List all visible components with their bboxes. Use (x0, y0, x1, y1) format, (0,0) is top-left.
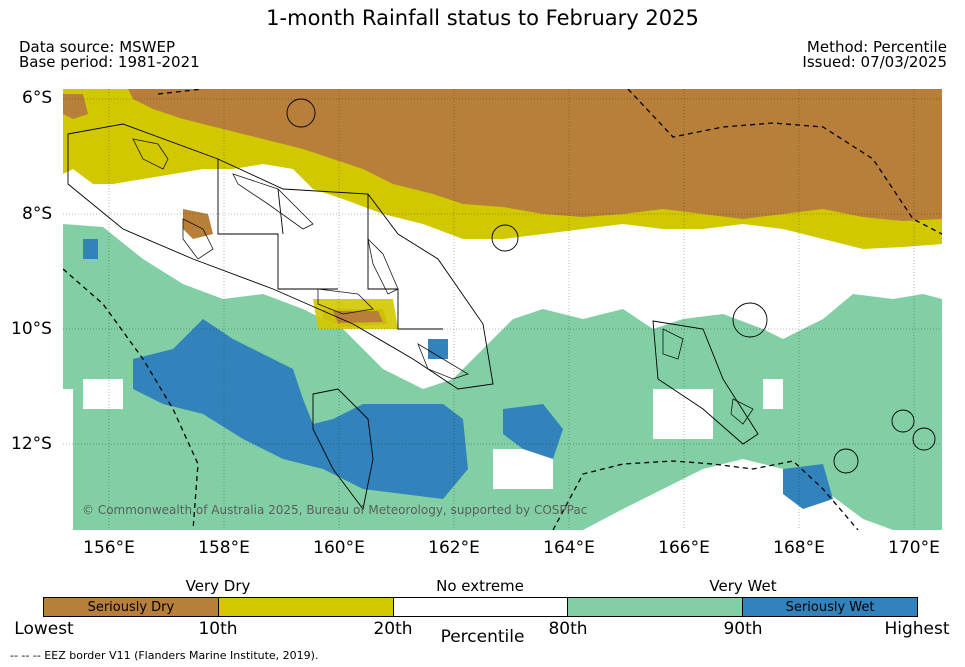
eez-note: -- -- -- EEZ border V11 (Flanders Marine… (10, 649, 319, 662)
legend-very-dry: Very Dry (185, 577, 251, 595)
credit-text: © Commonwealth of Australia 2025, Bureau… (82, 503, 588, 517)
tick-lowest: Lowest (14, 619, 74, 639)
region-boundaries (67, 98, 936, 511)
lon-label-156e: 156°E (83, 538, 135, 558)
issued-date: Issued: 07/03/2025 (802, 53, 947, 71)
lat-label-12s: 12°S (11, 434, 52, 454)
seriously-dry-region (128, 89, 942, 221)
eez-borders (63, 89, 942, 530)
lat-label-6s: 6°S (22, 88, 53, 108)
coastlines (132, 138, 754, 425)
lat-label-8s: 8°S (22, 204, 53, 224)
legend-seg-no-extreme (393, 598, 569, 616)
lon-label-168e: 168°E (773, 538, 825, 558)
lon-label-170e: 170°E (888, 538, 940, 558)
tick-90th: 90th (723, 619, 763, 639)
lon-label-166e: 166°E (658, 538, 710, 558)
graticule (63, 89, 942, 530)
tick-10th: 10th (198, 619, 238, 639)
method: Method: Percentile (806, 38, 947, 56)
legend-very-wet: Very Wet (709, 577, 777, 595)
tick-highest: Highest (884, 619, 950, 639)
lat-label-10s: 10°S (11, 319, 52, 339)
meta-right: Method: Percentile Issued: 07/03/2025 (802, 40, 947, 70)
legend-colorbar: Seriously Dry Seriously Wet (43, 597, 918, 617)
legend-seg-seriously-dry: Seriously Dry (44, 598, 219, 616)
lon-label-162e: 162°E (428, 538, 480, 558)
rainfall-map-svg (63, 89, 942, 530)
meta-left: Data source: MSWEP Base period: 1981-202… (19, 40, 200, 70)
base-period: Base period: 1981-2021 (19, 53, 200, 71)
legend-no-extreme: No extreme (436, 577, 524, 595)
lon-label-164e: 164°E (543, 538, 595, 558)
lon-label-160e: 160°E (313, 538, 365, 558)
legend-seg-seriously-wet: Seriously Wet (743, 598, 917, 616)
legend-seg-very-wet (568, 598, 744, 616)
data-source: Data source: MSWEP (19, 38, 176, 56)
lon-label-158e: 158°E (198, 538, 250, 558)
tick-20th: 20th (373, 619, 413, 639)
legend-axis-label: Percentile (440, 627, 525, 647)
very-wet-region (133, 319, 468, 499)
map-title: 1-month Rainfall status to February 2025 (266, 6, 699, 30)
rainfall-map (63, 89, 942, 530)
tick-80th: 80th (548, 619, 588, 639)
legend-seg-very-dry (218, 598, 394, 616)
